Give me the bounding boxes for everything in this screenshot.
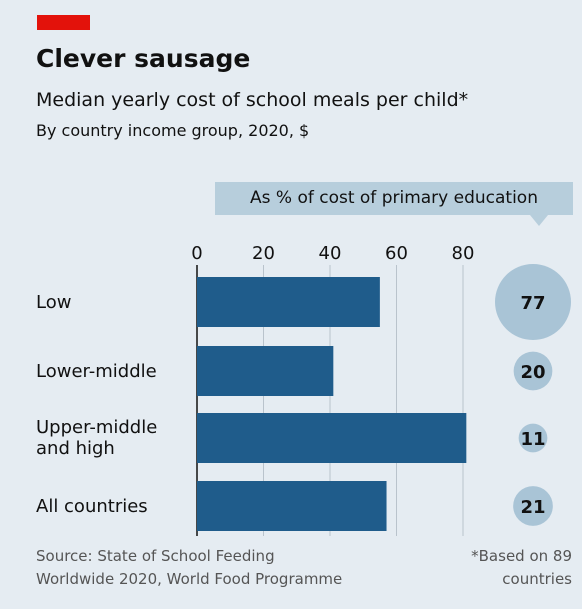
red-tag <box>37 15 90 30</box>
x-tick-label: 80 <box>452 243 475 264</box>
x-tick-label: 40 <box>319 243 342 264</box>
bubble-title-box <box>215 182 573 215</box>
category-label: All countries <box>36 495 148 517</box>
category-label: Low <box>36 291 72 313</box>
bubble-label: 11 <box>520 429 545 450</box>
x-tick-label: 60 <box>385 243 408 264</box>
chart-subtitle: Median yearly cost of school meals per c… <box>36 89 469 111</box>
bubble-label: 20 <box>520 362 545 383</box>
bubble-label: 77 <box>520 293 545 314</box>
chart-description: By country income group, 2020, $ <box>36 121 310 140</box>
category-label: Upper-middle and high <box>36 417 158 459</box>
bubble-label: 21 <box>520 497 545 518</box>
bar <box>197 277 380 327</box>
chart-title: Clever sausage <box>36 44 251 73</box>
bar <box>197 413 467 463</box>
footnote: *Based on 89 countries <box>471 547 572 588</box>
bubble-title-pointer <box>530 215 548 226</box>
bubble <box>495 264 571 340</box>
source: Source: State of School Feeding Worldwid… <box>36 547 343 588</box>
bubble <box>513 486 553 526</box>
x-tick-label: 0 <box>191 243 202 264</box>
x-tick-label: 20 <box>252 243 275 264</box>
bubble <box>518 423 548 453</box>
bar <box>197 481 387 531</box>
bubble-legend: As % of cost of primary education <box>250 188 538 208</box>
bar <box>197 346 334 396</box>
bubble <box>513 351 553 391</box>
category-label: Lower-middle <box>36 360 157 382</box>
